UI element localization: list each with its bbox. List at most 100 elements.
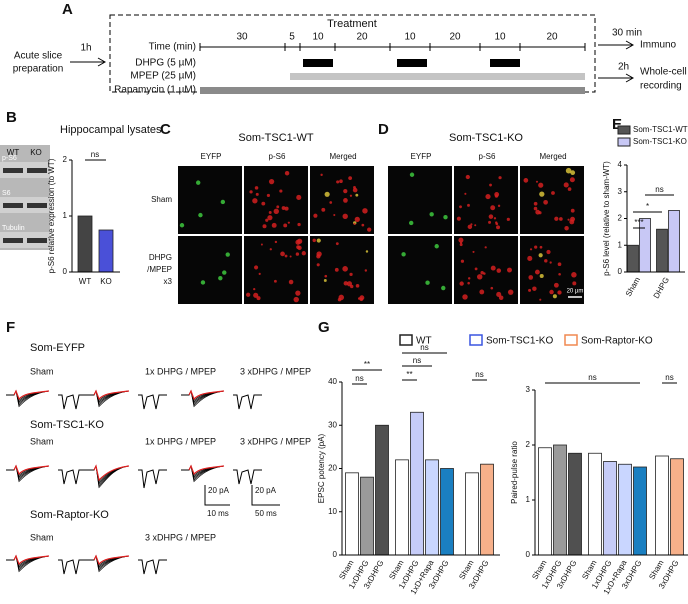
trace bbox=[6, 390, 50, 403]
label: Treatment bbox=[327, 18, 377, 30]
micrograph bbox=[520, 166, 584, 234]
label: Sham bbox=[151, 195, 172, 204]
y-tick-label: 3 bbox=[526, 385, 531, 394]
trace bbox=[6, 464, 50, 483]
label: 5 bbox=[289, 32, 295, 43]
micrograph bbox=[388, 236, 452, 304]
bar bbox=[538, 447, 552, 556]
cell bbox=[273, 279, 277, 283]
cell bbox=[497, 204, 501, 208]
significance: ns bbox=[413, 356, 421, 365]
bar bbox=[480, 463, 494, 556]
cell bbox=[271, 222, 277, 228]
cell bbox=[324, 191, 330, 197]
cell bbox=[333, 214, 336, 217]
label: EYFP bbox=[411, 152, 432, 161]
cell bbox=[498, 295, 504, 301]
cell bbox=[280, 251, 285, 257]
trace bbox=[86, 389, 130, 405]
label: 10 bbox=[312, 32, 324, 43]
cell bbox=[485, 194, 491, 200]
cell bbox=[534, 269, 540, 275]
cell bbox=[281, 206, 286, 210]
cell bbox=[268, 178, 275, 185]
micrograph bbox=[310, 166, 374, 234]
significance: ns bbox=[420, 343, 428, 352]
cell bbox=[265, 218, 269, 222]
trace-mean bbox=[13, 389, 50, 401]
panel-letter: E bbox=[612, 116, 622, 133]
cell bbox=[361, 223, 365, 227]
micrograph bbox=[388, 166, 452, 234]
blot bbox=[0, 197, 50, 213]
trace-mean bbox=[93, 389, 130, 401]
bar bbox=[553, 444, 567, 556]
y-axis-label: p-S6 relative expression (to WT) bbox=[47, 158, 56, 273]
cell bbox=[362, 208, 368, 214]
cell bbox=[534, 245, 538, 249]
cell bbox=[551, 191, 555, 195]
label: 50 ms bbox=[255, 509, 277, 518]
scale-bar bbox=[204, 485, 230, 506]
bar bbox=[345, 472, 359, 556]
significance: ** bbox=[406, 370, 412, 379]
band bbox=[3, 168, 23, 173]
cell bbox=[467, 203, 470, 207]
cell bbox=[480, 270, 484, 275]
cell bbox=[549, 289, 554, 295]
legend-swatch bbox=[469, 334, 483, 346]
bar bbox=[77, 215, 93, 273]
x-tick-label: KO bbox=[100, 277, 112, 286]
cell bbox=[354, 216, 360, 223]
cell bbox=[570, 208, 575, 213]
significance: ns bbox=[91, 150, 99, 159]
cell bbox=[353, 222, 356, 225]
cell bbox=[220, 199, 226, 205]
trace-mean bbox=[13, 464, 50, 476]
significance: ns bbox=[355, 374, 363, 383]
cell bbox=[252, 198, 258, 204]
cell bbox=[288, 279, 294, 285]
cell bbox=[255, 192, 259, 196]
cell bbox=[538, 182, 544, 188]
label: Merged bbox=[329, 152, 356, 161]
cell bbox=[359, 297, 364, 302]
legend-swatch bbox=[617, 137, 631, 147]
trace bbox=[181, 390, 225, 403]
cell bbox=[297, 222, 301, 227]
label: /MPEP bbox=[147, 265, 172, 274]
cell bbox=[557, 262, 562, 267]
bar bbox=[440, 468, 454, 556]
trace bbox=[86, 390, 130, 403]
cell bbox=[459, 243, 463, 247]
cell bbox=[355, 284, 360, 288]
significance: ** bbox=[364, 360, 370, 369]
condition: Sham bbox=[30, 532, 54, 542]
cell bbox=[567, 187, 572, 191]
label: Acute slice bbox=[14, 51, 63, 62]
group-title: Som-Raptor-KO bbox=[30, 509, 109, 521]
label: Immuno bbox=[640, 40, 677, 51]
cell bbox=[572, 281, 577, 286]
cell bbox=[283, 223, 288, 228]
cell bbox=[460, 259, 465, 263]
significance: ns bbox=[665, 373, 673, 382]
cell bbox=[276, 205, 280, 209]
cell bbox=[409, 172, 415, 177]
label: 20 bbox=[356, 32, 368, 43]
label: Rapamycin (1 µM) bbox=[114, 85, 196, 96]
cell bbox=[296, 194, 302, 201]
cell bbox=[539, 191, 545, 197]
y-axis-label: Paired-pulse ratio bbox=[510, 441, 519, 504]
cell bbox=[490, 205, 496, 211]
trace bbox=[6, 464, 50, 480]
cell bbox=[316, 263, 320, 267]
cell bbox=[567, 218, 570, 221]
trace bbox=[181, 464, 225, 480]
trace-mean bbox=[188, 389, 225, 401]
micrograph bbox=[178, 236, 242, 304]
scale-bar bbox=[251, 485, 280, 506]
cell bbox=[195, 180, 201, 185]
cell bbox=[474, 224, 477, 227]
cell bbox=[253, 288, 256, 291]
